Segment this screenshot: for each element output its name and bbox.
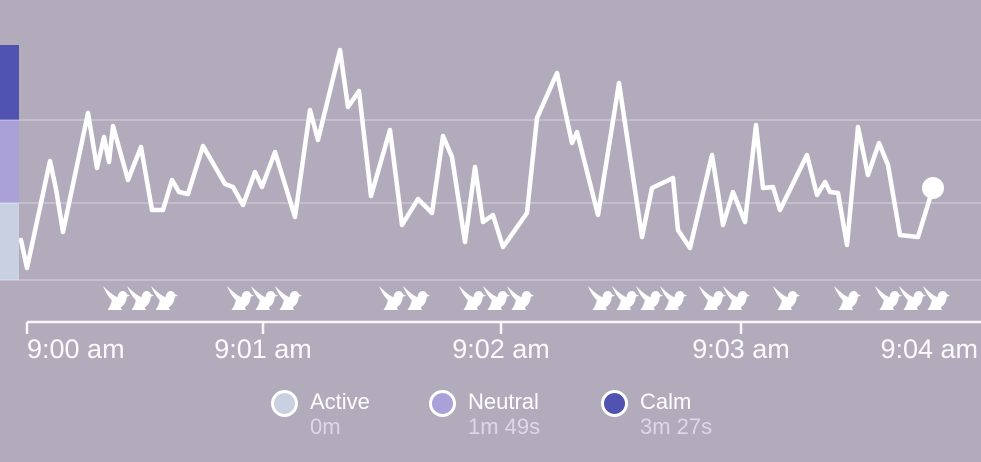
legend-text-calm: Calm 3m 27s: [640, 389, 712, 439]
legend-item-active: Active 0m: [271, 389, 370, 439]
bird-icon: [459, 286, 486, 310]
bird-icon: [834, 286, 861, 310]
bird-icon: [588, 286, 615, 310]
bird-icon: [699, 286, 726, 310]
legend-item-calm: Calm 3m 27s: [601, 389, 712, 439]
x-axis-label: 9:01 am: [214, 334, 312, 364]
bird-icon: [723, 286, 750, 310]
session-trace-line: [18, 47, 936, 271]
bird-icon: [275, 286, 302, 310]
active-zone-band: [0, 203, 19, 280]
bird-icon: [612, 286, 639, 310]
legend: Active 0m Neutral 1m 49s Calm 3m 27s: [0, 389, 981, 449]
end-point-dot: [922, 177, 944, 199]
legend-dot-calm: [601, 390, 628, 417]
bird-icon: [773, 286, 800, 310]
legend-dot-neutral: [429, 390, 456, 417]
bird-icon: [379, 286, 406, 310]
legend-label: Calm: [640, 389, 692, 414]
bird-icon: [507, 286, 534, 310]
x-axis-label: 9:02 am: [452, 334, 550, 364]
legend-duration: 1m 49s: [468, 414, 541, 439]
bird-icon: [151, 286, 178, 310]
bird-icon: [227, 286, 254, 310]
legend-label: Neutral: [468, 389, 539, 414]
bird-icon: [403, 286, 430, 310]
bird-icon: [875, 286, 902, 310]
bird-icon: [923, 286, 950, 310]
legend-dot-active: [271, 390, 298, 417]
legend-duration: 3m 27s: [640, 414, 713, 439]
x-axis-label: 9:04 am: [880, 334, 978, 364]
bird-icon: [660, 286, 687, 310]
legend-label: Active: [310, 389, 370, 414]
bird-icon: [483, 286, 510, 310]
legend-item-neutral: Neutral 1m 49s: [429, 389, 540, 439]
legend-text-neutral: Neutral 1m 49s: [468, 389, 540, 439]
calm-zone-band: [0, 45, 19, 120]
x-axis-label: 9:03 am: [692, 334, 790, 364]
legend-duration: 0m: [310, 414, 341, 439]
bird-icon: [899, 286, 926, 310]
bird-icon: [636, 286, 663, 310]
bird-icon: [103, 286, 130, 310]
x-axis-label: 9:00 am: [27, 334, 125, 364]
legend-text-active: Active 0m: [310, 389, 370, 439]
neutral-zone-band: [0, 120, 19, 203]
bird-icon: [127, 286, 154, 310]
bird-icon: [251, 286, 278, 310]
